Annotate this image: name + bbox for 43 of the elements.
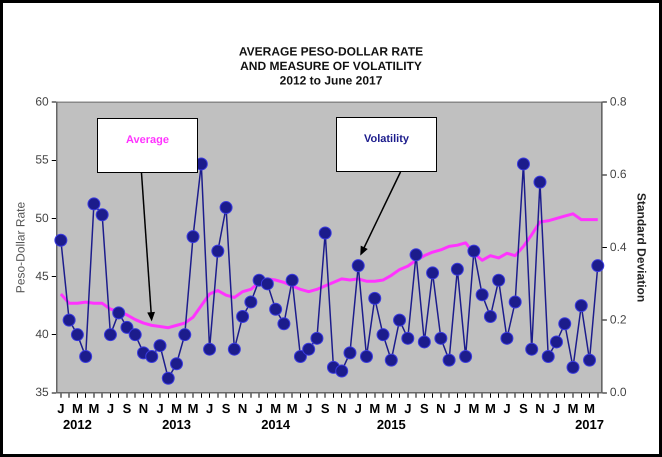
- text: AND MEASURE OF VOLATILITY: [240, 58, 422, 73]
- x-tick-label: J: [206, 401, 214, 416]
- x-tick-label: N: [337, 401, 346, 416]
- y2-axis-title: Standard Deviation: [634, 192, 648, 302]
- x-tick-label: M: [568, 401, 578, 416]
- y2-tick-label: 0.4: [610, 240, 627, 254]
- x-tick-label: J: [503, 401, 511, 416]
- y-tick-label: 35: [35, 385, 50, 400]
- x-tick-label: N: [436, 401, 446, 416]
- x-tick-label: S: [320, 401, 330, 416]
- y2-tick-label: 0.6: [610, 167, 627, 182]
- x-tick-label: M: [468, 401, 480, 416]
- text: AVERAGE PESO-DOLLAR RATE: [238, 44, 424, 59]
- x-tick-label: N: [138, 401, 148, 416]
- x-tick-label: J: [454, 401, 461, 416]
- y2-tick-label: 0.0: [610, 385, 627, 400]
- x-tick-label: J: [404, 401, 412, 416]
- x-tick-label: J: [552, 401, 560, 416]
- callout-box: Volatility: [336, 117, 437, 172]
- x-tick-label: S: [519, 401, 528, 416]
- y-tick-label: 50: [35, 210, 50, 225]
- x-tick-label: S: [222, 401, 231, 416]
- x-tick-label: S: [420, 401, 429, 416]
- x-tick-label: N: [535, 401, 545, 416]
- x-tick-label: J: [354, 401, 362, 416]
- callout-box: Average: [97, 118, 198, 173]
- text: 2012 to June 2017: [280, 73, 382, 88]
- y-axis-title: Peso-Dollar Rate: [14, 201, 28, 294]
- x-tick-label: J: [57, 401, 64, 416]
- x-tick-label: J: [256, 401, 263, 416]
- y-tick-label: 45: [35, 268, 50, 283]
- x-tick-label: S: [122, 401, 132, 416]
- y2-tick-label: 0.2: [610, 312, 627, 326]
- y-tick-label: 60: [35, 94, 50, 109]
- y2-tick-label: 0.8: [610, 94, 627, 109]
- x-tick-label: J: [156, 401, 164, 416]
- x-tick-label: M: [484, 401, 496, 416]
- x-tick-label: J: [106, 401, 114, 416]
- x-tick-label: J: [305, 401, 312, 416]
- x-tick-label: N: [238, 401, 248, 416]
- x-tick-label: M: [188, 401, 198, 416]
- y-tick-label: 55: [35, 152, 50, 167]
- y-tick-label: 40: [35, 326, 50, 341]
